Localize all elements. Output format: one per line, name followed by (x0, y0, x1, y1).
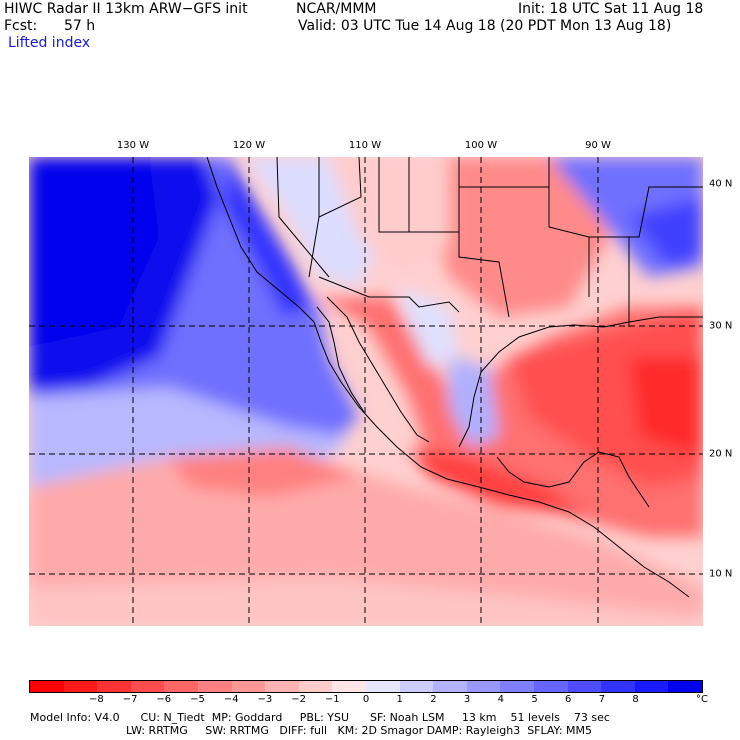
colorbar-tick-label: −7 (122, 694, 138, 705)
lon-label: 90 W (585, 140, 611, 151)
colorbar-swatch (567, 681, 602, 692)
colorbar-tick-label: −8 (89, 694, 104, 705)
colorbar-tick-label: 5 (531, 694, 538, 705)
colorbar-swatch (332, 681, 366, 692)
valid-time: Valid: 03 UTC Tue 14 Aug 18 (20 PDT Mon … (298, 18, 672, 34)
colorbar-tick-label: 4 (497, 694, 504, 705)
coastlines (206, 157, 703, 598)
lon-label: 110 W (348, 140, 382, 151)
colorbar-tick-label: 8 (632, 694, 639, 705)
colorbar-swatch (30, 681, 64, 692)
colorbar-tick-label: −6 (156, 694, 172, 705)
lat-label: 40 N (709, 178, 733, 190)
colorbar-swatch (97, 681, 131, 692)
colorbar-tick-label: −2 (291, 694, 306, 705)
field-name: Lifted index (8, 35, 91, 51)
colorbar-swatch (298, 681, 333, 692)
colorbar-tick-label: −1 (324, 694, 340, 705)
lat-label: 10 N (709, 568, 733, 580)
colorbar-swatch (466, 681, 501, 692)
colorbar-tick-label: 7 (598, 694, 606, 705)
colorbar-tick-label: 1 (396, 694, 403, 705)
forecast-label: Fcst: (4, 18, 38, 34)
colorbar-tick-label: 6 (565, 694, 572, 705)
model-title: HIWC Radar II 13km ARW−GFS init (4, 1, 248, 17)
colorbar-swatch (500, 681, 534, 692)
colorbar-swatch (197, 681, 232, 692)
init-time: Init: 18 UTC Sat 11 Aug 18 (518, 1, 704, 17)
colorbar-swatch (399, 681, 434, 692)
colorbar-swatch (365, 681, 400, 692)
colorbar-tick-label: −4 (223, 694, 239, 705)
colorbar-swatch (265, 681, 299, 692)
colorbar (29, 680, 703, 693)
lon-label: 120 W (232, 140, 266, 151)
colorbar-tick-label: −5 (190, 694, 205, 705)
lat-label: 30 N (709, 320, 733, 332)
forecast-hour: 57 h (64, 18, 96, 34)
lat-label: 20 N (709, 448, 733, 460)
lifted-index-map (29, 157, 703, 626)
colorbar-tick-label: −3 (257, 694, 273, 705)
lon-label: 100 W (464, 140, 498, 151)
colorbar-swatch (433, 681, 467, 692)
model-info-line1: Model Info: V4.0 CU: N_Tiedt MP: Goddard… (30, 711, 610, 724)
organization: NCAR/MMM (296, 1, 377, 17)
colorbar-swatch (164, 681, 198, 692)
colorbar-tick-label: 3 (463, 694, 471, 705)
lon-label: 130 W (116, 140, 150, 151)
colorbar-swatch (231, 681, 266, 692)
colorbar-swatch (533, 681, 568, 692)
colorbar-unit: °C (696, 694, 708, 705)
model-info-line2: LW: RRTMG SW: RRTMG DIFF: full KM: 2D Sm… (126, 724, 592, 737)
colorbar-tick-label: 2 (430, 694, 437, 705)
colorbar-swatch (130, 681, 165, 692)
colorbar-swatch (63, 681, 98, 692)
colorbar-swatch (634, 681, 669, 692)
colorbar-swatch (668, 681, 702, 692)
colorbar-tick-label: 0 (362, 694, 370, 705)
colorbar-swatch (601, 681, 635, 692)
